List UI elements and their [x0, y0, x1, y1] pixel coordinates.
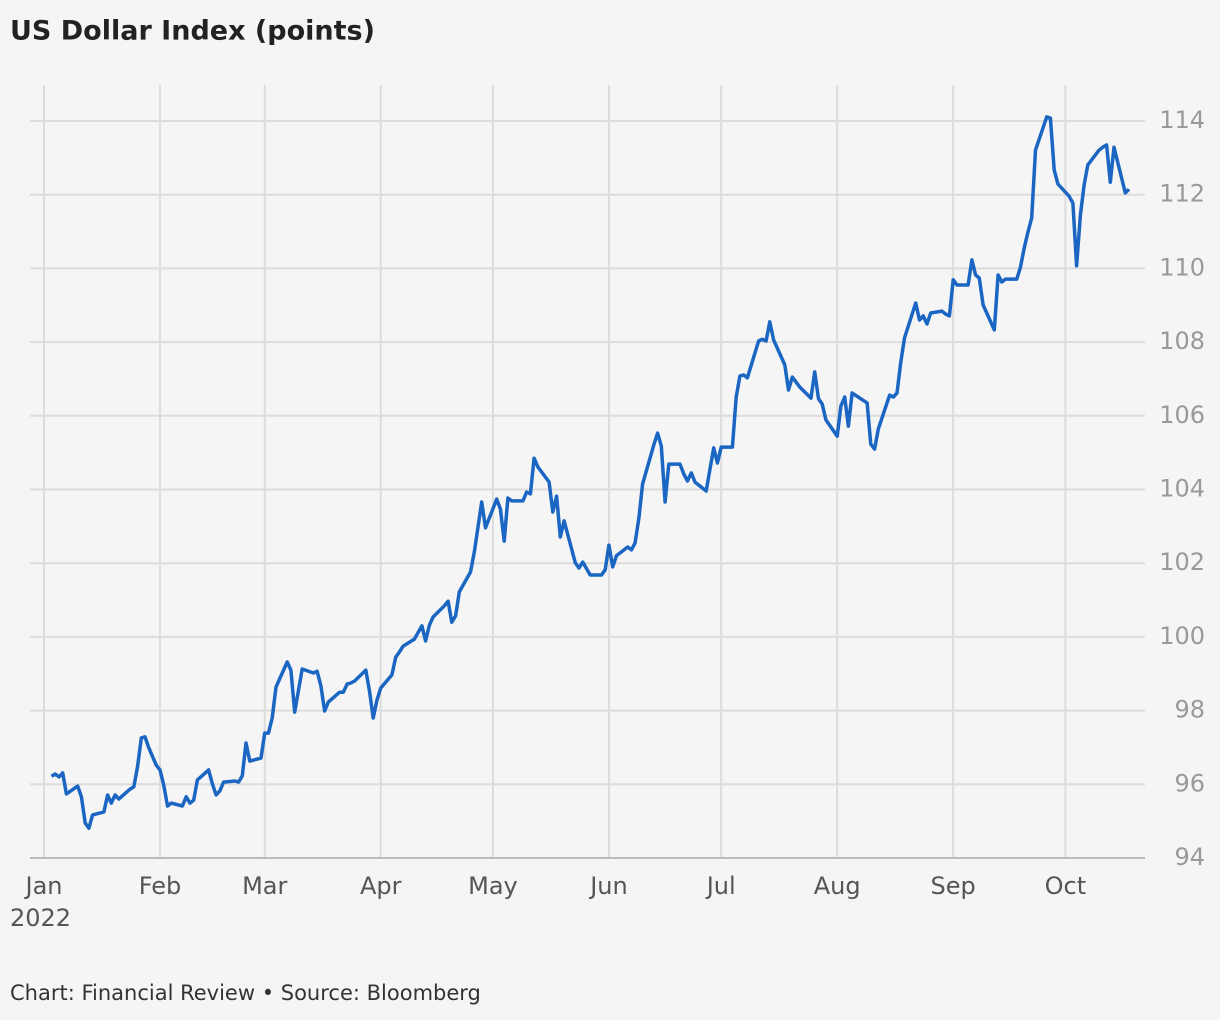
year-label: 2022	[10, 904, 71, 932]
y-tick-label: 100	[1159, 622, 1205, 650]
x-tick-label: Apr	[360, 872, 402, 900]
x-tick-label: Mar	[242, 872, 287, 900]
footer: Chart: Financial Review • Source: Bloomb…	[10, 981, 481, 1005]
chart-title: US Dollar Index (points)	[10, 16, 375, 47]
x-tick-label: May	[468, 872, 518, 900]
data-line	[50, 115, 1131, 830]
y-tick-label: 108	[1159, 327, 1205, 355]
x-tick-label: Sep	[931, 872, 976, 900]
y-tick-label: 102	[1159, 548, 1205, 576]
y-tick-label: 104	[1159, 475, 1205, 503]
x-tick-label: Oct	[1045, 872, 1087, 900]
y-tick-label: 110	[1159, 253, 1205, 281]
x-tick-label: Jan	[24, 872, 63, 900]
x-tick-label: Feb	[139, 872, 182, 900]
x-tick-label: Jun	[588, 872, 628, 900]
y-tick-label: 96	[1174, 769, 1205, 797]
y-tick-label: 106	[1159, 401, 1205, 429]
y-tick-label: 98	[1174, 696, 1205, 724]
x-tick-label: Aug	[814, 872, 861, 900]
x-tick-label: Jul	[705, 872, 736, 900]
y-tick-label: 114	[1159, 106, 1205, 134]
y-tick-label: 94	[1174, 843, 1205, 871]
y-tick-label: 112	[1159, 180, 1205, 208]
